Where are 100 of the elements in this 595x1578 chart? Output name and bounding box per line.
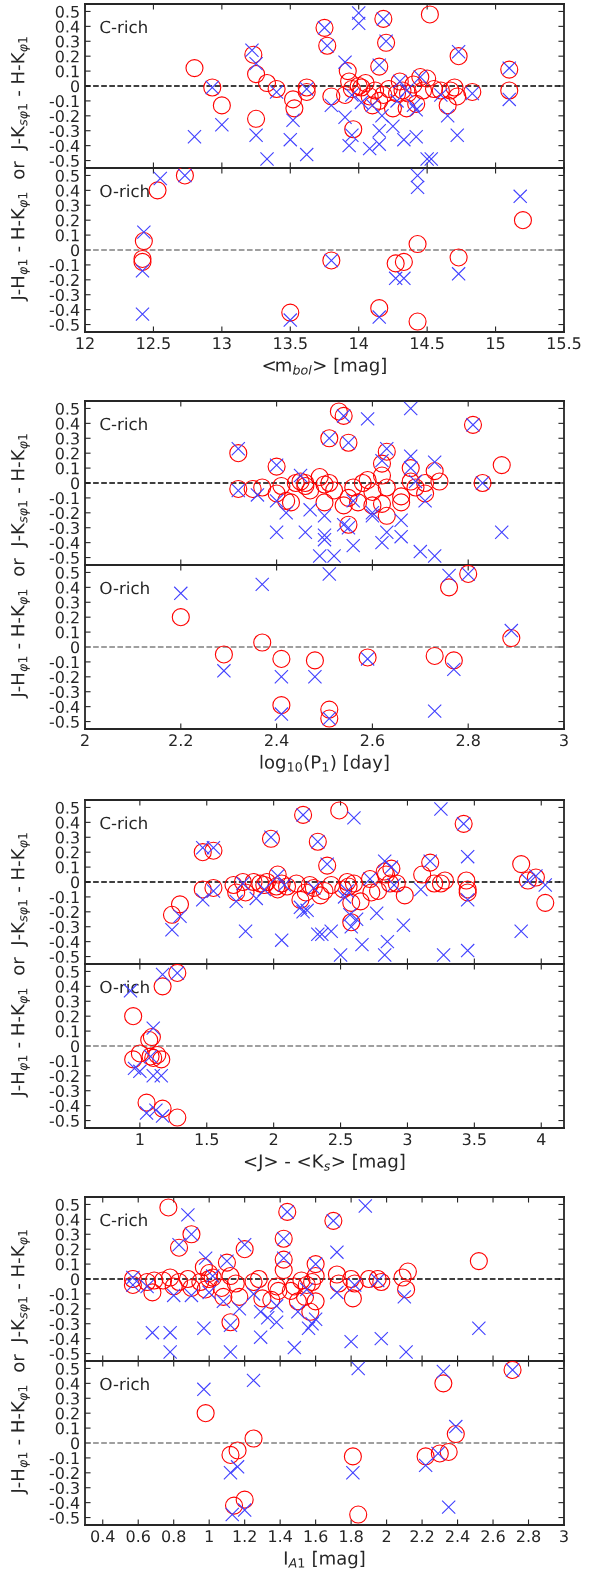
x-tick-label: 2.4 <box>265 734 289 746</box>
x-tick-label: 1.8 <box>340 1530 363 1543</box>
annotation: O-rich <box>100 581 149 595</box>
x-tick-label: 3 <box>560 1530 568 1543</box>
y-tick-label: -0.1 <box>49 656 79 669</box>
y-tick-label: -0.5 <box>49 318 79 331</box>
y-tick-label: -0.5 <box>49 1511 79 1524</box>
y-tick-label: -0.2 <box>49 507 79 520</box>
y-tick-label: -0.2 <box>49 1467 79 1480</box>
y-tick-label: 0.5 <box>55 566 79 579</box>
annotation: C-rich <box>100 20 147 34</box>
x-tick-label: 12 <box>76 337 94 349</box>
y-tick-label: -0.2 <box>49 1070 79 1083</box>
x-tick-label: 2.4 <box>446 1530 470 1542</box>
x-tick-label: 2 <box>269 1133 278 1145</box>
y-tick-label: -0.5 <box>49 715 79 728</box>
x-tick-label: 2.5 <box>329 1133 352 1146</box>
y-tick-label: 0.4 <box>55 1213 80 1226</box>
y-tick-label: -0.3 <box>49 1084 79 1098</box>
y-tick-label: -0.3 <box>49 521 79 535</box>
y-tick-label: 0.2 <box>55 447 79 460</box>
y-tick-label: -0.4 <box>49 1332 80 1345</box>
y-axis-title: J-H$_{φ1}$ - H-K$_{φ1}$ or J-K$_{sφ1}$ - H-K$_{φ1}$ <box>11 833 30 1098</box>
y-tick-label: 0.1 <box>55 1422 79 1435</box>
y-tick-label: 0.5 <box>55 402 79 415</box>
y-tick-label: -0.1 <box>49 1452 79 1465</box>
y-tick-label: 0.2 <box>55 1010 79 1023</box>
x-tick-label: 2.2 <box>169 734 192 746</box>
y-tick-label: -0.3 <box>49 288 79 302</box>
y-tick-label: 0 <box>71 244 80 257</box>
y-tick-label: -0.2 <box>49 110 79 123</box>
y-tick-label: 0.2 <box>55 1407 79 1420</box>
y-tick-label: 0.1 <box>55 65 79 78</box>
y-tick-label: 0 <box>71 80 80 93</box>
y-tick-label: 0.5 <box>55 801 79 814</box>
x-tick-label: 1.4 <box>269 1530 292 1542</box>
y-tick-label: -0.5 <box>49 950 79 963</box>
y-tick-label: 0.3 <box>55 1228 79 1241</box>
y-tick-label: -0.2 <box>49 274 79 287</box>
x-tick-label: 3 <box>403 1133 412 1146</box>
x-tick-label: 13 <box>213 337 231 350</box>
y-tick-label: -0.2 <box>49 906 79 919</box>
y-tick-label: 0.3 <box>55 831 79 844</box>
y-tick-label: 0.1 <box>55 462 79 475</box>
y-tick-label: 0.4 <box>55 1377 80 1390</box>
x-tick-label: 13.5 <box>274 337 307 350</box>
y-tick-label: -0.4 <box>49 935 80 948</box>
y-tick-label: 0.5 <box>55 965 79 978</box>
annotation: C-rich <box>100 417 147 431</box>
y-tick-label: 0.1 <box>55 1258 79 1271</box>
y-tick-label: -0.5 <box>49 154 79 167</box>
y-tick-label: -0.2 <box>49 671 79 684</box>
annotation: O-rich <box>100 1377 149 1391</box>
y-tick-label: -0.4 <box>49 139 80 152</box>
x-tick-label: 0.6 <box>126 1530 150 1543</box>
x-axis-title: I$_{A1}$ [mag] <box>284 1550 365 1569</box>
y-tick-label: -0.4 <box>49 536 80 549</box>
x-axis-title: <m$_{bol}$> [mag] <box>263 357 386 376</box>
y-tick-label: 0.4 <box>55 980 80 993</box>
y-tick-label: 0.1 <box>55 861 79 874</box>
x-tick-label: 1 <box>136 1133 144 1145</box>
y-tick-label: -0.3 <box>49 1317 79 1331</box>
y-tick-label: 0 <box>71 1040 80 1053</box>
x-tick-label: 2.6 <box>360 734 385 747</box>
x-tick-label: 3 <box>560 734 568 747</box>
y-tick-label: 0.2 <box>55 214 79 227</box>
y-tick-label: 0.5 <box>55 169 79 182</box>
y-tick-label: 0.3 <box>55 199 79 212</box>
y-tick-label: 0 <box>71 477 80 490</box>
y-tick-label: 0.4 <box>55 417 80 430</box>
x-tick-label: 2.8 <box>516 1530 541 1543</box>
y-tick-label: -0.3 <box>49 124 79 138</box>
annotation: C-rich <box>100 816 147 830</box>
y-tick-label: -0.1 <box>49 95 79 108</box>
x-tick-label: 14.5 <box>411 337 444 350</box>
x-tick-label: 1.5 <box>195 1133 219 1146</box>
annotation: C-rich <box>100 1213 147 1227</box>
x-tick-label: 14 <box>350 337 368 349</box>
x-tick-label: 0.4 <box>91 1530 115 1543</box>
y-tick-label: -0.4 <box>49 700 80 713</box>
y-tick-label: -0.1 <box>49 891 79 904</box>
y-tick-label: -0.1 <box>49 492 79 505</box>
x-tick-label: 1.6 <box>304 1530 328 1543</box>
y-tick-label: 0.5 <box>55 1198 79 1211</box>
y-tick-label: 0.4 <box>55 816 80 829</box>
y-tick-label: 0.4 <box>55 581 80 594</box>
y-tick-label: -0.5 <box>49 1114 79 1127</box>
x-tick-label: 2.2 <box>410 1530 434 1542</box>
y-tick-label: 0.5 <box>55 1362 79 1375</box>
y-tick-label: 0.3 <box>55 432 79 445</box>
y-tick-label: -0.3 <box>49 685 79 699</box>
y-tick-label: 0.1 <box>55 626 79 639</box>
y-axis-title: J-H$_{φ1}$ - H-K$_{φ1}$ or J-K$_{sφ1}$ - H-K$_{φ1}$ <box>11 434 30 699</box>
y-tick-label: 0.3 <box>55 995 79 1008</box>
y-tick-label: 0.3 <box>55 596 79 609</box>
y-tick-label: -0.4 <box>49 1496 80 1509</box>
x-tick-label: 15.5 <box>547 337 581 350</box>
y-tick-label: -0.1 <box>49 1055 79 1068</box>
y-axis-title: J-H$_{φ1}$ - H-K$_{φ1}$ or J-K$_{sφ1}$ - H-K$_{φ1}$ <box>11 1230 30 1495</box>
y-tick-label: 0.3 <box>55 35 79 48</box>
